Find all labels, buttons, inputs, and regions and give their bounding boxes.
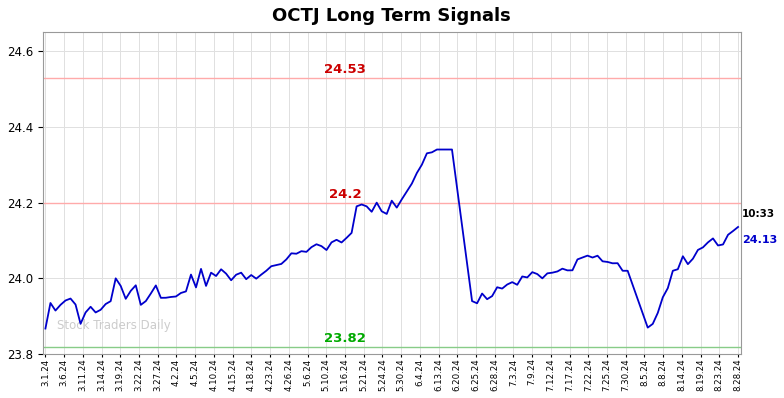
Text: Stock Traders Daily: Stock Traders Daily	[57, 318, 171, 332]
Text: 24.13: 24.13	[742, 235, 777, 245]
Text: 24.53: 24.53	[325, 63, 366, 76]
Text: 24.2: 24.2	[329, 188, 361, 201]
Text: 10:33: 10:33	[742, 209, 775, 219]
Title: OCTJ Long Term Signals: OCTJ Long Term Signals	[272, 7, 511, 25]
Text: 23.82: 23.82	[325, 332, 366, 345]
